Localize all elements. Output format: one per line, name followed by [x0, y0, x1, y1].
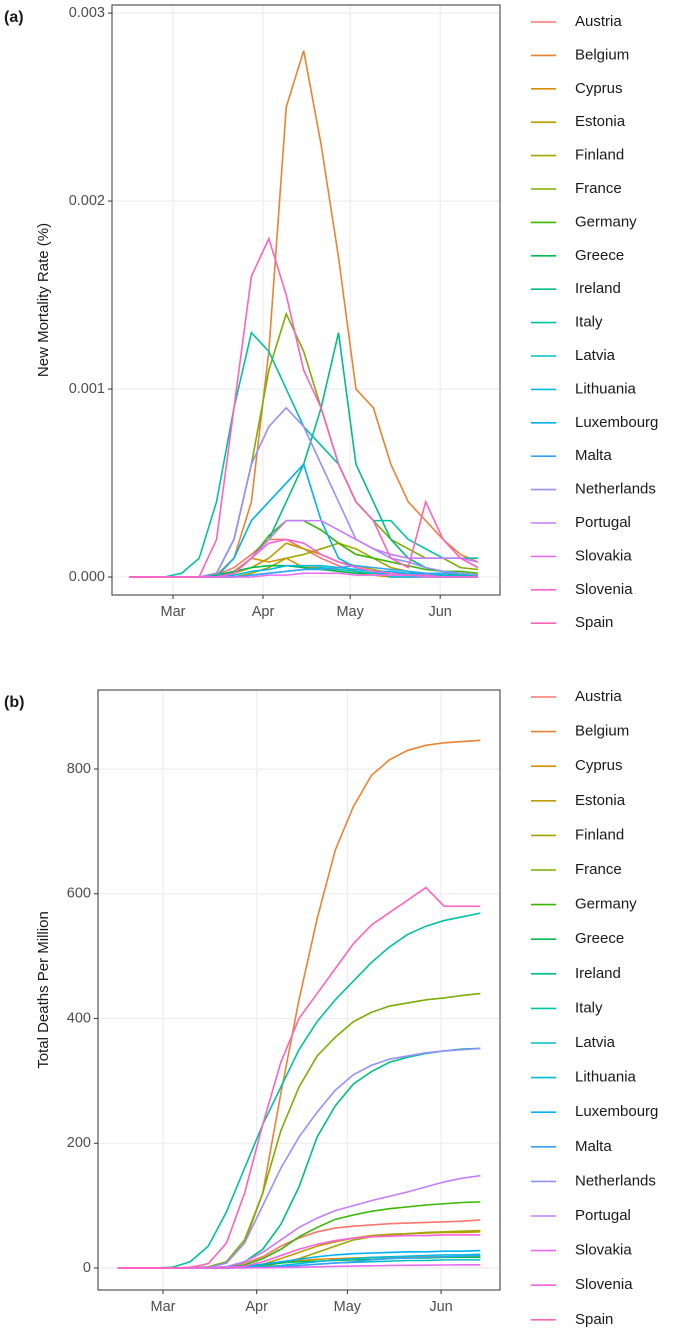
legend-label: Lithuania [575, 1069, 637, 1086]
legend-label: Belgium [575, 723, 629, 740]
legend-label: Italy [575, 999, 603, 1016]
legend-label: Ireland [575, 965, 621, 982]
legend-label: Ireland [575, 280, 621, 297]
legend-label: Latvia [575, 1034, 616, 1051]
panel-label: (a) [4, 9, 24, 26]
panel-label: (b) [4, 694, 24, 711]
legend-label: Malta [575, 447, 612, 464]
legend-label: Austria [575, 13, 622, 30]
legend-label: Portugal [575, 1207, 631, 1224]
legend-label: Slovenia [575, 1276, 633, 1293]
legend-label: Spain [575, 1311, 613, 1328]
legend-label: Austria [575, 688, 622, 705]
legend-label: Netherlands [575, 481, 656, 498]
y-axis-title: Total Deaths Per Million [35, 911, 52, 1069]
legend-label: Cyprus [575, 80, 623, 97]
legend-label: France [575, 861, 622, 878]
y-tick-label: 0.002 [69, 193, 105, 209]
legend-label: Latvia [575, 347, 616, 364]
y-tick-label: 200 [67, 1135, 91, 1151]
y-tick-label: 400 [67, 1010, 91, 1026]
legend-label: Italy [575, 314, 603, 331]
plot-background [98, 690, 500, 1290]
series-line [117, 886, 481, 1269]
legend-label: Finland [575, 147, 624, 164]
legend-label: Malta [575, 1138, 612, 1155]
legend-label: Slovenia [575, 581, 633, 598]
legend-label: Portugal [575, 514, 631, 531]
plot-frame [111, 4, 501, 596]
x-tick-label: Jun [428, 604, 451, 620]
legend-label: Estonia [575, 792, 626, 809]
legend-label: Luxembourg [575, 414, 658, 431]
legend-label: Netherlands [575, 1172, 656, 1189]
x-tick-label: Apr [245, 1299, 268, 1315]
series-line [129, 236, 479, 578]
y-axis-title: New Mortality Rate (%) [35, 223, 52, 377]
legend-label: Spain [575, 614, 613, 631]
legend-label: Cyprus [575, 757, 623, 774]
y-tick-label: 0 [83, 1260, 91, 1276]
legend-label: Germany [575, 213, 637, 230]
legend-label: Belgium [575, 46, 629, 63]
legend-label: Estonia [575, 113, 626, 130]
legend-label: France [575, 180, 622, 197]
y-tick-label: 0.000 [69, 569, 105, 585]
y-tick-label: 0.001 [69, 381, 105, 397]
plot-background [112, 5, 500, 595]
x-tick-label: Jun [429, 1299, 452, 1315]
legend-label: Finland [575, 826, 624, 843]
x-tick-label: Mar [160, 604, 185, 620]
legend-label: Greece [575, 930, 624, 947]
legend-label: Slovakia [575, 547, 632, 564]
y-tick-label: 0.003 [69, 5, 105, 21]
legend-label: Slovakia [575, 1242, 632, 1259]
legend-label: Greece [575, 247, 624, 264]
x-tick-label: May [336, 604, 364, 620]
x-tick-label: Apr [252, 604, 275, 620]
x-tick-label: Mar [150, 1299, 175, 1315]
series-line [117, 912, 481, 1269]
legend-label: Lithuania [575, 380, 637, 397]
legend-label: Luxembourg [575, 1103, 658, 1120]
legend-label: Germany [575, 896, 637, 913]
y-tick-label: 600 [67, 886, 91, 902]
x-tick-label: May [334, 1299, 362, 1315]
plot-frame [97, 689, 501, 1291]
y-tick-label: 800 [67, 761, 91, 777]
